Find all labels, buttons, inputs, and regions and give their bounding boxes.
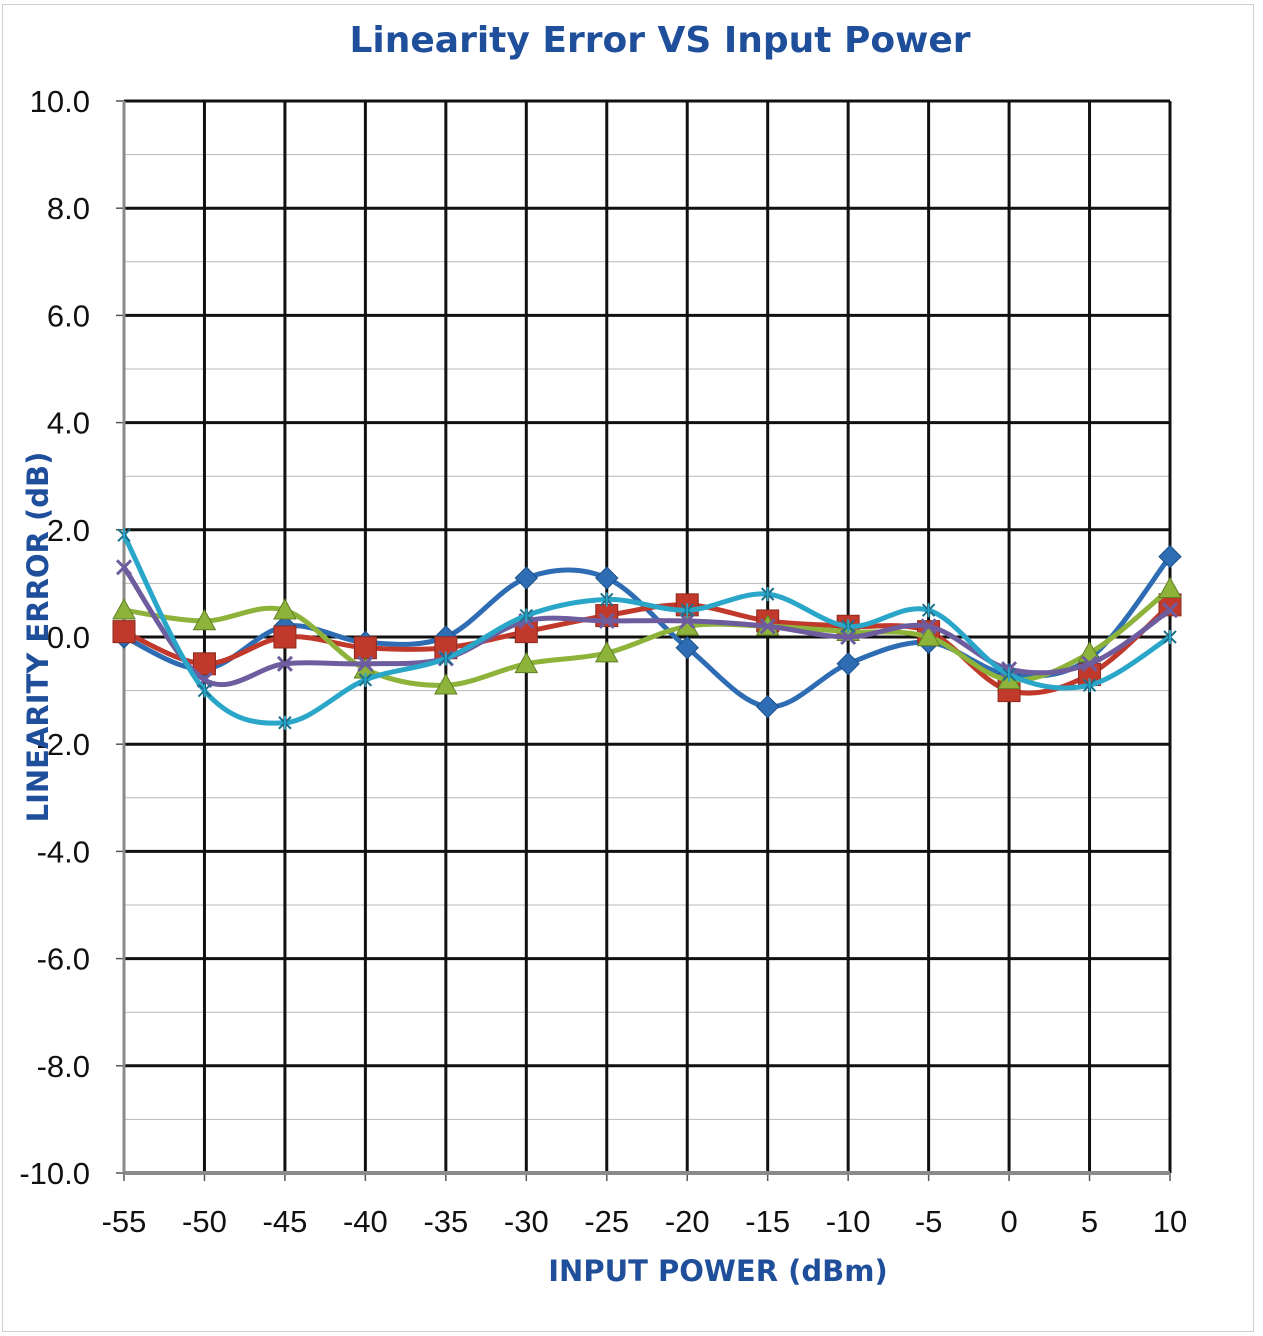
data-point <box>117 528 131 543</box>
y-tick-label: 6.0 <box>47 298 90 333</box>
data-point <box>841 619 855 634</box>
data-point-stroke <box>357 655 374 672</box>
x-tick-label: -55 <box>102 1204 147 1239</box>
x-tick-label: -30 <box>504 1204 549 1239</box>
chart-title: Linearity Error VS Input Power <box>349 20 970 61</box>
x-tick-label: 10 <box>1153 1204 1187 1239</box>
data-point <box>1161 602 1179 619</box>
data-point <box>760 587 775 602</box>
data-point <box>112 620 136 644</box>
axis-ticks: 10.0 8.0 6.0 4.0 2.0 0.0 -2.0 -4.0 -6.0 -8.0 -10.0… <box>19 84 1187 1239</box>
x-tick-label: -35 <box>423 1204 468 1239</box>
data-point <box>514 651 539 674</box>
data-point <box>433 673 458 695</box>
y-tick-label: -4.0 <box>37 834 90 869</box>
chart-frame <box>2 4 1254 1332</box>
data-point <box>759 618 776 635</box>
data-point <box>1158 544 1182 569</box>
x-axis-title: INPUT POWER (dBm) <box>548 1254 887 1288</box>
data-point-stroke <box>598 612 615 629</box>
x-tick-label: -25 <box>584 1204 629 1239</box>
data-point-stroke <box>759 618 776 635</box>
data-point <box>594 641 619 663</box>
data-point <box>920 618 937 635</box>
y-tick-label: -2.0 <box>37 727 90 762</box>
data-point-stroke <box>1081 655 1098 672</box>
y-tick-label: -6.0 <box>37 942 90 977</box>
data-point <box>358 672 373 687</box>
data-point <box>598 612 615 629</box>
y-tick-label: 8.0 <box>47 191 90 226</box>
data-point <box>519 608 534 623</box>
data-point <box>192 652 216 676</box>
data-point <box>1163 630 1177 644</box>
data-point <box>1081 655 1098 672</box>
data-point <box>514 566 539 590</box>
y-tick-label: 10.0 <box>30 84 90 119</box>
data-point <box>916 624 941 647</box>
x-tick-label: -20 <box>665 1204 710 1239</box>
data-point <box>357 655 374 672</box>
data-point <box>192 608 217 631</box>
y-tick-label: -8.0 <box>37 1049 90 1084</box>
data-point <box>921 603 936 618</box>
y-tick-label: 2.0 <box>47 513 90 548</box>
data-point <box>439 651 453 666</box>
data-point <box>112 598 136 620</box>
data-point <box>595 566 619 590</box>
y-tick-label: 4.0 <box>47 406 90 441</box>
y-tick-label: 0.0 <box>47 620 90 655</box>
data-point <box>755 694 780 719</box>
x-tick-label: -5 <box>915 1204 943 1239</box>
y-tick-label: -10.0 <box>19 1156 90 1191</box>
data-point <box>353 636 377 660</box>
data-point <box>273 625 297 649</box>
data-point <box>600 592 614 607</box>
x-tick-label: -15 <box>745 1204 790 1239</box>
x-tick-label: -50 <box>182 1204 227 1239</box>
data-point <box>197 683 212 698</box>
data-point-stroke <box>115 559 133 576</box>
plot-series <box>112 528 1182 730</box>
series-5 <box>117 528 1177 730</box>
data-point <box>1082 678 1097 693</box>
x-tick-label: -45 <box>263 1204 308 1239</box>
y-axis-title: LINEARITY ERROR (dB) <box>21 452 55 823</box>
data-point <box>675 636 699 660</box>
data-point <box>273 598 297 620</box>
data-point <box>115 559 133 576</box>
x-tick-label: -40 <box>343 1204 388 1239</box>
x-tick-label: 5 <box>1081 1204 1098 1239</box>
data-point-stroke <box>276 655 293 672</box>
data-point <box>1002 667 1016 682</box>
data-point-stroke <box>1161 602 1179 619</box>
data-point-stroke <box>920 618 937 635</box>
x-tick-label: -10 <box>826 1204 871 1239</box>
x-tick-label: 0 <box>1000 1204 1017 1239</box>
data-point <box>278 715 292 730</box>
data-point <box>276 655 293 672</box>
data-point <box>1158 576 1182 599</box>
data-point <box>680 603 694 618</box>
data-point <box>836 652 860 676</box>
